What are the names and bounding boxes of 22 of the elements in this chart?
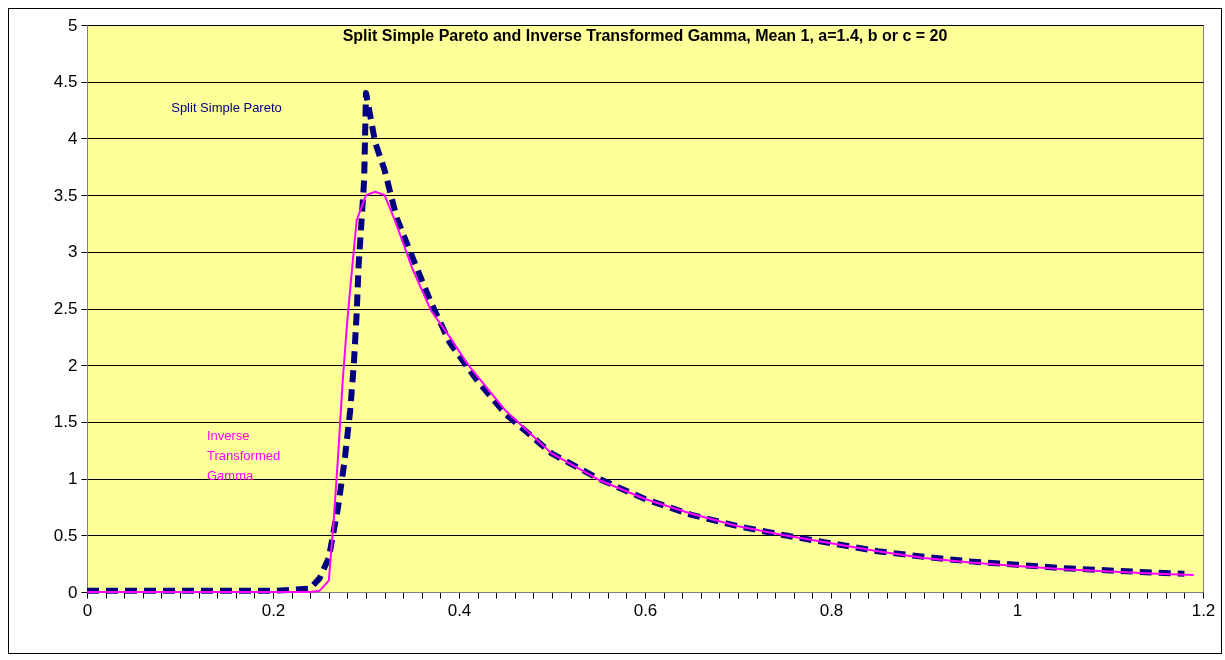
- text: Inverse Transformed Gamma: [206, 427, 281, 483]
- y-tick-label: 5: [68, 15, 78, 35]
- x-tick-label: 0.8: [819, 600, 844, 620]
- y-tick-label: 3.5: [53, 185, 78, 205]
- y-tick-label: 4: [68, 128, 78, 148]
- x-tick-label: 0.4: [447, 600, 472, 620]
- x-tick-label: 1.2: [1191, 600, 1216, 620]
- y-tick-label: 2: [68, 355, 78, 375]
- y-tick-label: 1: [68, 469, 78, 489]
- line-series: [86, 190, 1195, 593]
- y-tick-label: 3: [68, 242, 78, 262]
- y-tick-label: 1.5: [53, 412, 78, 432]
- x-tick-label: 1: [1012, 600, 1023, 620]
- chart-title: Split Simple Pareto and Inverse Transformed Gamma, Mean 1, a=1.4, b or c = 20: [342, 27, 948, 44]
- x-tick-label: 0.6: [633, 600, 658, 620]
- x-tick-label: 0: [82, 600, 93, 620]
- x-tick-label: 0.2: [261, 600, 286, 620]
- y-tick-label: 2.5: [53, 299, 78, 318]
- y-tick-label: 0.5: [53, 525, 78, 545]
- y-tick-label: 4.5: [53, 72, 78, 92]
- y-tick-label: 0: [68, 582, 78, 602]
- text: Split Simple Pareto: [171, 99, 282, 115]
